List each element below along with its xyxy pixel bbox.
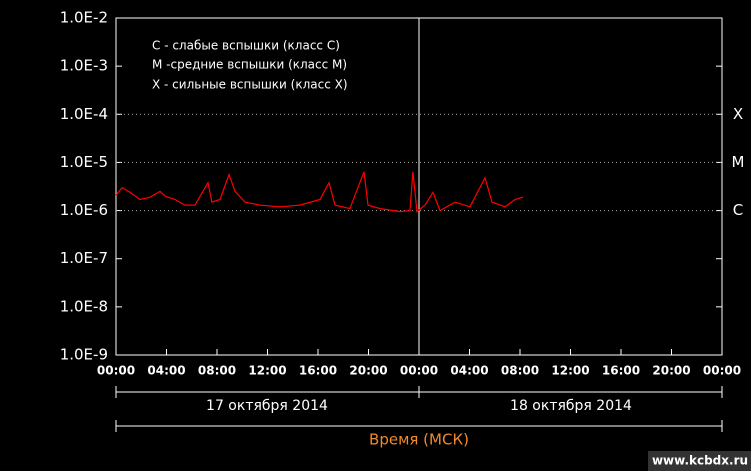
x-tick-label: 16:00 — [602, 364, 640, 378]
x-tick-label: 00:00 — [97, 364, 135, 378]
date-label: 18 октября 2014 — [510, 398, 632, 414]
x-tick-label: 20:00 — [652, 364, 690, 378]
x-tick-label: 12:00 — [248, 364, 286, 378]
x-tick-label: 04:00 — [147, 364, 185, 378]
x-tick-label: 08:00 — [501, 364, 539, 378]
y-tick-label: 1.0E-8 — [60, 297, 108, 315]
watermark-box — [648, 451, 751, 471]
y-tick-label: 1.0E-2 — [60, 9, 108, 27]
level-label: M — [732, 153, 745, 171]
x-tick-label: 08:00 — [198, 364, 236, 378]
watermark: www.kcbdx.ru — [652, 454, 748, 468]
x-axis-label: Время (МСК) — [369, 431, 469, 449]
x-tick-label: 00:00 — [703, 364, 741, 378]
date-label: 17 октября 2014 — [206, 398, 328, 414]
flux-line — [115, 171, 524, 213]
level-label: C — [733, 201, 743, 219]
x-tick-label: 12:00 — [551, 364, 589, 378]
x-tick-label: 04:00 — [450, 364, 488, 378]
y-tick-label: 1.0E-7 — [60, 249, 108, 267]
x-tick-label: 00:00 — [400, 364, 438, 378]
x-tick-label: 20:00 — [349, 364, 387, 378]
y-tick-label: 1.0E-4 — [60, 105, 108, 123]
level-label: X — [733, 105, 743, 123]
y-tick-label: 1.0E-9 — [60, 346, 108, 364]
legend-entry: M -средние вспышки (класс M) — [152, 58, 347, 72]
y-tick-label: 1.0E-6 — [60, 201, 108, 219]
legend-entry: C - слабые вспышки (класс C) — [152, 39, 340, 53]
x-tick-label: 16:00 — [299, 364, 337, 378]
y-tick-label: 1.0E-3 — [60, 57, 108, 75]
legend-entry: X - сильные вспышки (класс X) — [152, 78, 348, 92]
y-tick-label: 1.0E-5 — [60, 153, 108, 171]
